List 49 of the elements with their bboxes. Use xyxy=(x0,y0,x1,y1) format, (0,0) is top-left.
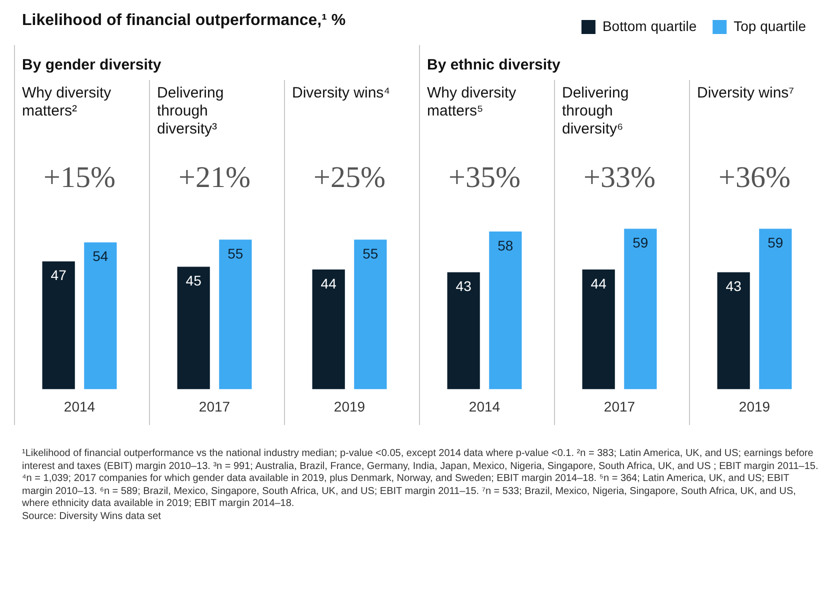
data-label: 45 xyxy=(186,272,202,289)
text: By ethnic diversity xyxy=(427,56,562,74)
text: +15% xyxy=(44,160,116,194)
x-tick-label: 2019 xyxy=(334,398,366,414)
data-label: 43 xyxy=(726,278,742,294)
legend-label: Top quartile xyxy=(734,18,806,34)
bar xyxy=(177,266,210,390)
bar xyxy=(717,272,750,390)
text: Delivering through diversity⁶ xyxy=(562,84,629,138)
text: Diversity wins⁴ xyxy=(292,84,390,102)
text: Why diversity matters² xyxy=(22,84,112,120)
data-label: 54 xyxy=(92,248,108,264)
bar xyxy=(42,261,75,390)
data-label: 47 xyxy=(50,267,67,284)
text: +33% xyxy=(584,160,656,194)
bar xyxy=(447,272,480,390)
x-tick-label: 2019 xyxy=(738,398,770,414)
x-tick-label: 2017 xyxy=(604,398,636,414)
text: +25% xyxy=(314,160,386,194)
x-tick-label: 2017 xyxy=(198,398,230,414)
bar xyxy=(84,242,117,390)
text: ¹Likelihood of financial outperformance vs the national industry median; p-value <0.05, except 2014 data where p-value <0.1. ²n = 383; Latin America, UK, and US; earnings before interest and taxes (EBIT) margin 2010–13. ³n = 991; Australia, Brazil, France, Germany, India, Japan, Mexico, Nigeria, Singapore, South Africa, UK, and US ; EBIT margin 2011–15. ⁴n = 1,039; 2017 companies for which gender data available in 2019, plus Denmark, Norway, and Sweden; EBIT margin 2014–18. ⁵n = 364; Latin America, UK, and US; EBIT margin 2010–13. ⁶n = 589; Brazil, Mexico, Singapore, South Africa, UK, and US; EBIT margin 2011–15. ⁷n = 533; Brazil, Mexico, Nigeria, Singapore, South Africa, UK, and US, where ethnicity data available in 2019; EBIT margin 2014–18. xyxy=(22,448,820,510)
data-label: 44 xyxy=(590,275,607,292)
text: +35% xyxy=(448,160,520,194)
data-label: 58 xyxy=(498,237,514,254)
x-tick-label: 2014 xyxy=(468,398,500,414)
chart-title: Likelihood of financial outperformance,¹ % xyxy=(22,12,346,30)
data-label: 55 xyxy=(228,245,244,262)
text: Delivering through diversity³ xyxy=(157,84,224,138)
data-label: 59 xyxy=(768,234,784,251)
data-label: 43 xyxy=(456,278,472,294)
bar xyxy=(582,270,615,390)
bar xyxy=(312,270,345,390)
bar xyxy=(759,228,792,390)
data-label: 59 xyxy=(632,234,648,251)
bar xyxy=(624,228,657,390)
bar xyxy=(354,240,387,390)
text: +36% xyxy=(718,160,790,194)
bar xyxy=(489,231,522,390)
text: Why diversity matters⁵ xyxy=(427,84,517,120)
data-label: 44 xyxy=(320,275,337,292)
source-note: Source: Diversity Wins data set xyxy=(22,510,162,523)
x-tick-label: 2014 xyxy=(64,398,96,414)
text: +21% xyxy=(178,160,250,194)
text: Diversity wins⁷ xyxy=(697,84,794,102)
text: By gender diversity xyxy=(22,56,162,74)
data-label: 55 xyxy=(362,245,378,262)
bar xyxy=(219,240,252,390)
legend-label: Bottom quartile xyxy=(602,18,697,34)
